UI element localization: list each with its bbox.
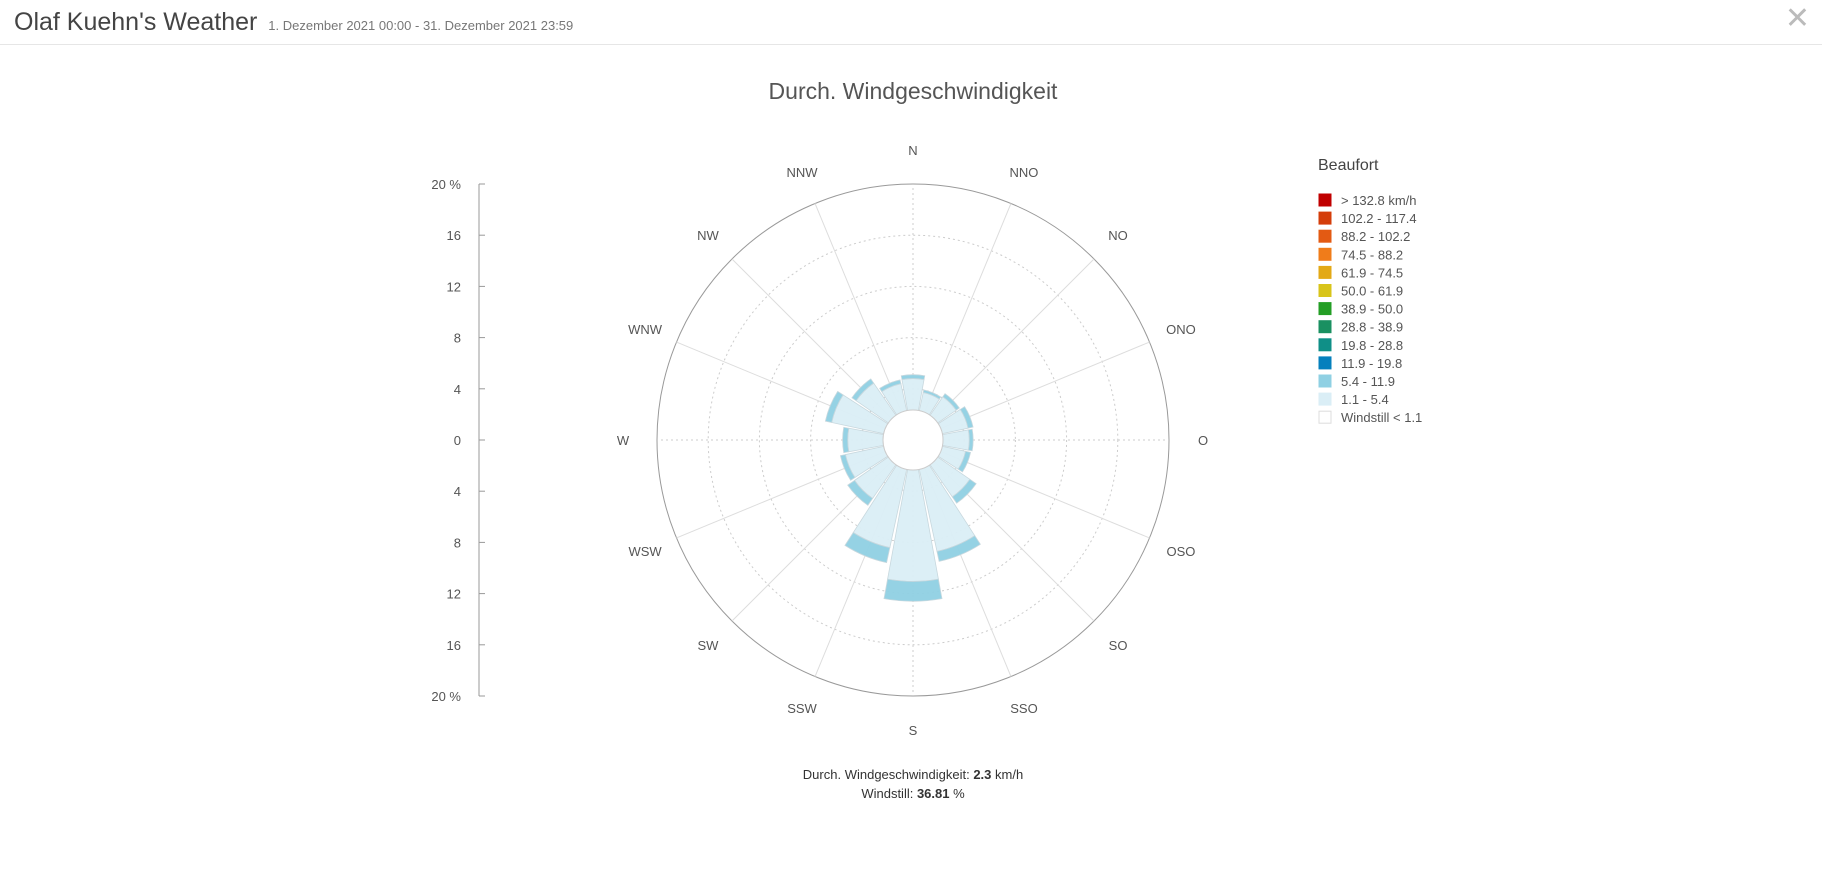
axis-tick-label: 4 bbox=[454, 382, 461, 397]
direction-label: W bbox=[617, 433, 630, 448]
direction-label: ONO bbox=[1166, 322, 1196, 337]
wind-bar-NO bbox=[942, 393, 960, 411]
direction-label: NNO bbox=[1010, 165, 1039, 180]
direction-label: N bbox=[908, 143, 917, 158]
station-name: Olaf Kuehn's Weather bbox=[14, 8, 258, 36]
legend-item-label: > 132.8 km/h bbox=[1341, 193, 1417, 208]
direction-label: SW bbox=[697, 638, 719, 653]
legend-swatch bbox=[1318, 302, 1332, 316]
wind-bar-ONO bbox=[959, 406, 974, 429]
direction-label: NNW bbox=[786, 165, 818, 180]
legend-item-label: 102.2 - 117.4 bbox=[1341, 211, 1417, 226]
avg-label: Durch. Windgeschwindigkeit: bbox=[802, 767, 974, 782]
close-icon[interactable]: ✕ bbox=[1784, 2, 1810, 35]
calm-center bbox=[882, 409, 944, 471]
legend-swatch bbox=[1318, 374, 1332, 388]
avg-speed-summary: Durch. Windgeschwindigkeit: 2.3 km/h bbox=[0, 767, 1822, 782]
legend-swatch bbox=[1318, 265, 1332, 279]
wind-bar-NW bbox=[851, 378, 875, 402]
direction-label: NW bbox=[697, 228, 719, 243]
legend-item-label: 61.9 - 74.5 bbox=[1341, 265, 1403, 280]
wind-bar-OSO bbox=[957, 450, 972, 473]
header: Olaf Kuehn's Weather 1. Dezember 2021 00… bbox=[0, 0, 1822, 45]
legend-swatch bbox=[1318, 410, 1332, 424]
legend-item-label: 50.0 - 61.9 bbox=[1341, 284, 1403, 299]
axis-tick-label: 0 bbox=[454, 433, 461, 448]
axis-tick-label: 20 % bbox=[431, 689, 461, 704]
calm-value: 36.81 bbox=[916, 786, 950, 801]
legend-swatch bbox=[1318, 193, 1332, 207]
legend-item-label: 38.9 - 50.0 bbox=[1341, 302, 1403, 317]
direction-label: O bbox=[1198, 433, 1208, 448]
legend-swatch bbox=[1318, 356, 1332, 370]
direction-label: WNW bbox=[628, 322, 663, 337]
avg-value: 2.3 bbox=[973, 767, 992, 782]
legend-item-label: 5.4 - 11.9 bbox=[1341, 374, 1395, 389]
direction-label: S bbox=[909, 723, 918, 738]
direction-label: WSW bbox=[628, 544, 662, 559]
direction-label: SSO bbox=[1010, 701, 1037, 716]
legend-swatch bbox=[1318, 211, 1332, 225]
wind-bar-NNW bbox=[879, 379, 902, 393]
axis-tick-label: 4 bbox=[454, 484, 461, 499]
direction-label: SO bbox=[1109, 638, 1128, 653]
wind-bar-SSO bbox=[936, 535, 981, 562]
calm-label: Windstill: bbox=[861, 786, 917, 801]
wind-bar-W bbox=[842, 426, 850, 454]
wind-bar-N bbox=[900, 374, 926, 381]
wind-bar-WSW bbox=[839, 454, 856, 481]
avg-unit: km/h bbox=[991, 767, 1024, 782]
axis-tick-label: 8 bbox=[454, 331, 461, 346]
grid-ring bbox=[707, 234, 1119, 646]
axis-tick-label: 20 % bbox=[431, 177, 461, 192]
wind-bar-NNO bbox=[922, 389, 942, 400]
wind-bar-O bbox=[967, 428, 974, 452]
legend-swatch bbox=[1318, 247, 1332, 261]
axis-tick-label: 16 bbox=[447, 228, 461, 243]
wind-bar-S bbox=[883, 578, 943, 602]
legend-item-label: 28.8 - 38.9 bbox=[1341, 320, 1403, 335]
direction-label: SSW bbox=[787, 701, 817, 716]
legend-item-label: 11.9 - 19.8 bbox=[1341, 356, 1402, 371]
wind-bar-SSW bbox=[844, 531, 891, 564]
axis-tick-label: 8 bbox=[454, 535, 461, 550]
app-title: Olaf Kuehn's Weather 1. Dezember 2021 00… bbox=[14, 8, 573, 37]
legend-swatch bbox=[1318, 284, 1332, 297]
legend-swatch bbox=[1318, 338, 1332, 352]
legend-item-label: 1.1 - 5.4 bbox=[1341, 392, 1389, 407]
legend-title: Beaufort bbox=[1318, 157, 1379, 174]
axis-tick-label: 12 bbox=[447, 279, 461, 294]
direction-label: NO bbox=[1108, 228, 1128, 243]
wind-bar-SW bbox=[847, 479, 874, 506]
legend-item-label: 88.2 - 102.2 bbox=[1341, 229, 1410, 244]
chart-title: Durch. Windgeschwindigkeit bbox=[769, 78, 1059, 104]
direction-label: OSO bbox=[1166, 544, 1195, 559]
date-range: 1. Dezember 2021 00:00 - 31. Dezember 20… bbox=[268, 18, 574, 33]
legend-swatch bbox=[1318, 229, 1332, 243]
legend-swatch bbox=[1318, 320, 1332, 334]
legend-item-label: 74.5 - 88.2 bbox=[1341, 247, 1403, 262]
axis-tick-label: 12 bbox=[447, 587, 461, 602]
calm-unit: % bbox=[949, 786, 965, 801]
wind-bar-WNW bbox=[824, 390, 844, 423]
legend-item-label: 19.8 - 28.8 bbox=[1341, 338, 1403, 353]
legend-swatch bbox=[1318, 392, 1332, 406]
wind-bar-SO bbox=[951, 478, 977, 504]
axis-tick-label: 16 bbox=[447, 638, 461, 653]
calm-summary: Windstill: 36.81 % bbox=[0, 786, 1822, 801]
legend-item-label: Windstill < 1.1 bbox=[1341, 410, 1422, 425]
